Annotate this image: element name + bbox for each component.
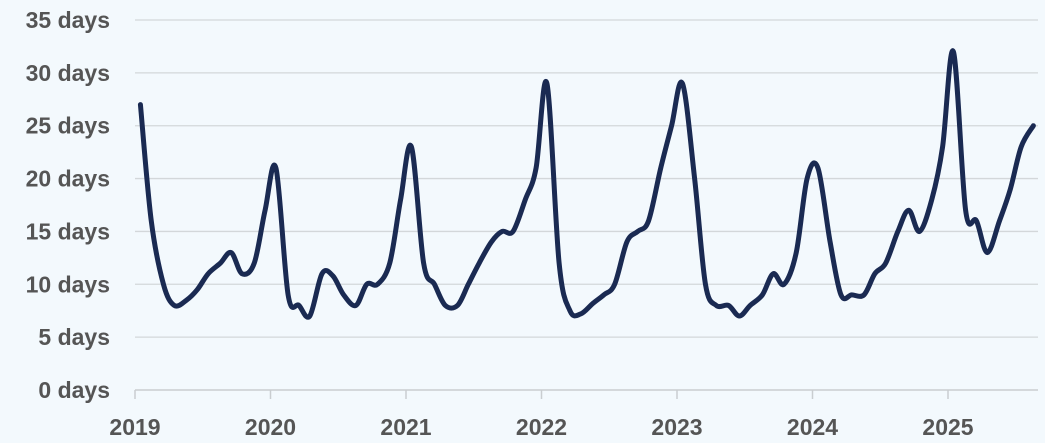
y-tick-label: 30 days (26, 60, 110, 86)
x-tick-label: 2025 (922, 414, 973, 440)
x-tick-label: 2022 (516, 414, 567, 440)
series-line (137, 48, 1036, 320)
x-axis-labels: 2019 2020 2021 2022 2023 2024 2025 (109, 414, 973, 440)
x-axis (134, 389, 1038, 399)
y-tick-label: 25 days (26, 113, 110, 139)
y-axis-labels: 0 days 5 days 10 days 15 days 20 days 25 days… (26, 7, 110, 403)
x-tick-label: 2019 (109, 414, 160, 440)
y-tick-label: 20 days (26, 166, 110, 192)
y-tick-label: 0 days (38, 377, 110, 403)
y-tick-label: 15 days (26, 218, 110, 244)
y-tick-label: 10 days (26, 271, 110, 297)
x-tick-label: 2021 (380, 414, 431, 440)
x-tick-label: 2023 (651, 414, 702, 440)
y-tick-label: 5 days (38, 324, 110, 350)
y-tick-label: 35 days (26, 7, 110, 33)
x-tick-label: 2020 (245, 414, 296, 440)
x-tick-label: 2024 (787, 414, 838, 440)
series-layer (137, 48, 1036, 320)
